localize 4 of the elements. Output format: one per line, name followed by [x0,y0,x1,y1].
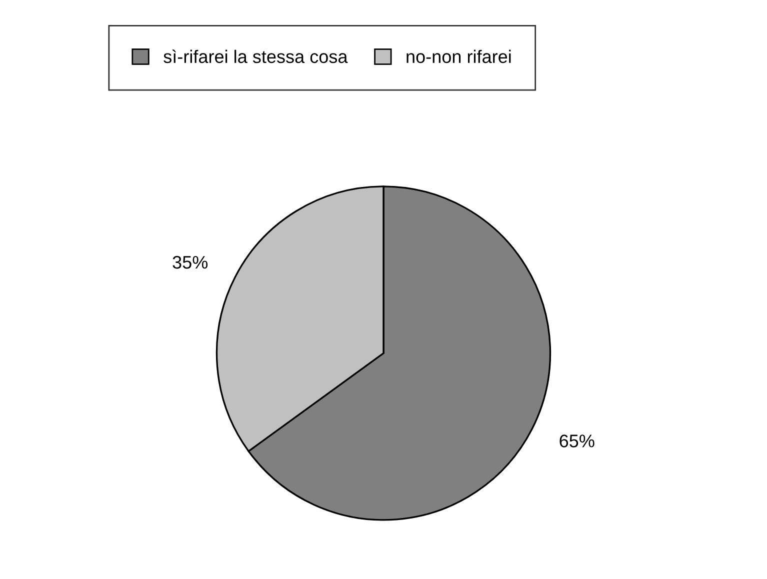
legend-label: sì-rifarei la stessa cosa [164,50,348,64]
data-label: 65% [560,434,594,448]
data-label: 35% [172,256,208,269]
legend-label: no-non rifarei [406,50,511,64]
